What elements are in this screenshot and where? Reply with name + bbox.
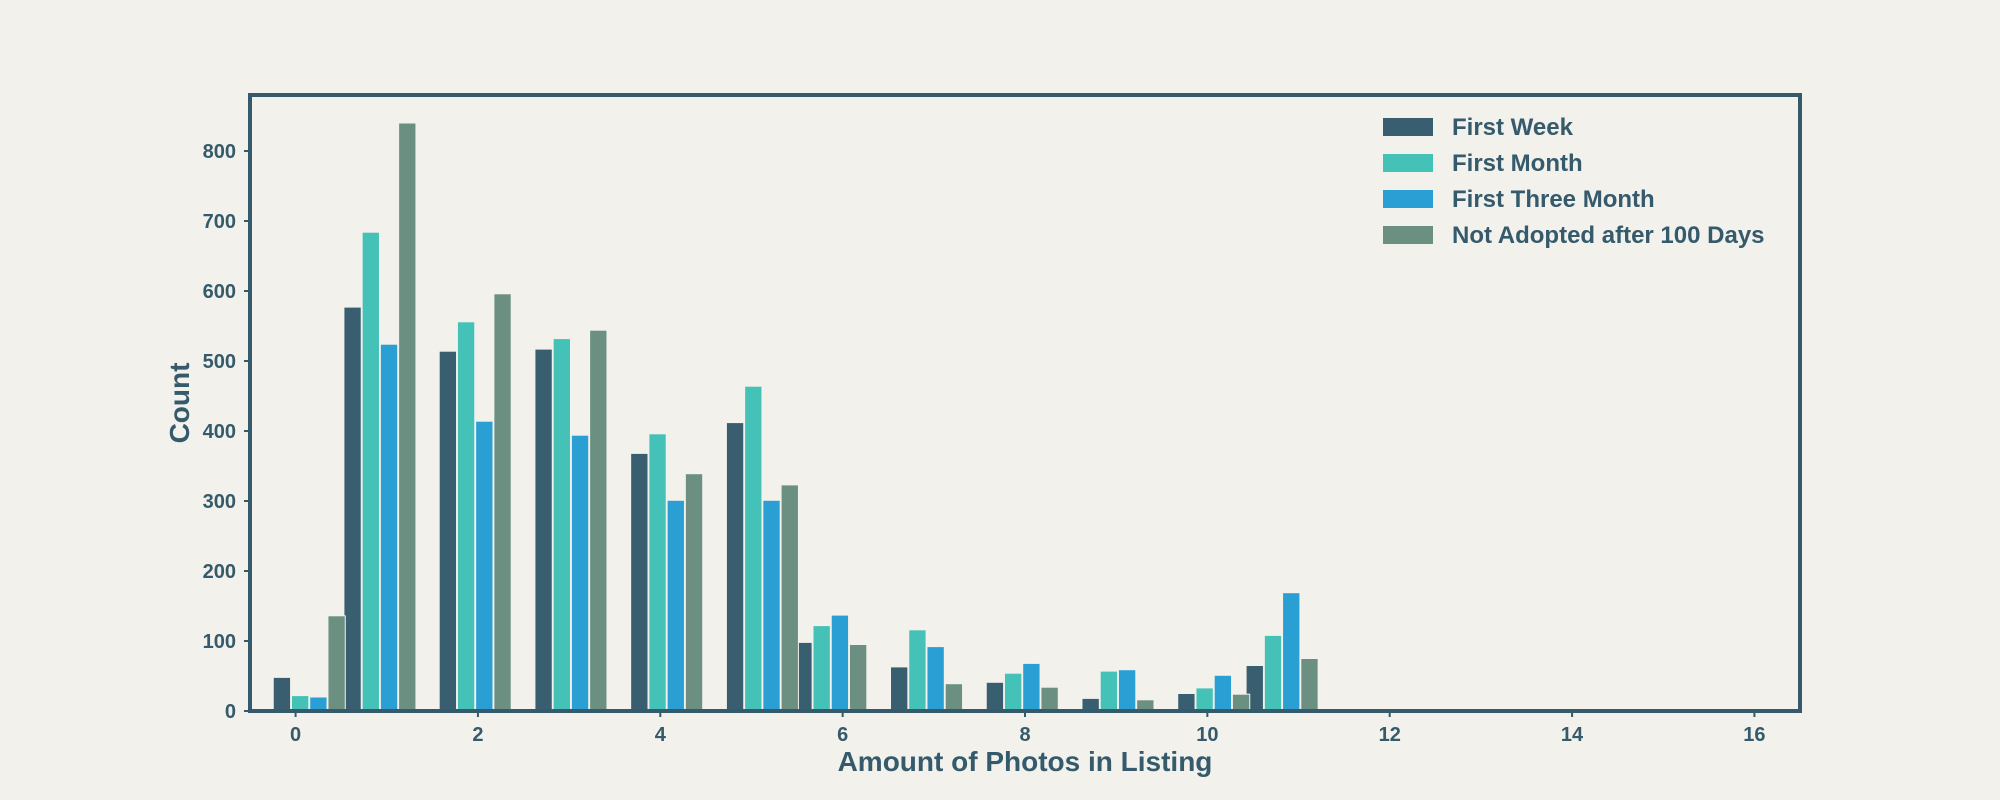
bar-s2-2 [475, 420, 494, 712]
bar-s2-9 [1117, 669, 1137, 712]
bar-s1-4 [648, 433, 667, 712]
legend-swatch [1383, 154, 1433, 172]
x-axis-label: Amount of Photos in Listing [838, 746, 1213, 777]
bar-s3-6 [848, 644, 868, 712]
bars-layer [272, 122, 1319, 712]
bar-s2-5 [762, 499, 781, 712]
bar-s2-10 [1213, 674, 1233, 712]
bar-s2-0 [309, 696, 328, 712]
y-tick-label: 200 [203, 561, 236, 583]
bar-s3-10 [1231, 693, 1251, 712]
x-tick-label: 10 [1196, 724, 1218, 746]
bar-s0-1 [343, 306, 362, 712]
bar-s1-8 [1003, 672, 1023, 712]
bar-s2-6 [830, 614, 850, 712]
bar-s2-11 [1282, 592, 1301, 712]
bar-s1-10 [1195, 687, 1214, 712]
legend-swatch [1383, 226, 1433, 244]
bar-s1-0 [290, 695, 310, 712]
bar-s1-6 [812, 625, 831, 712]
y-tick-label: 100 [203, 631, 236, 653]
x-tick-label: 14 [1561, 724, 1584, 746]
bar-s3-8 [1040, 686, 1059, 712]
y-tick-label: 0 [225, 701, 236, 723]
legend-swatch [1383, 190, 1433, 208]
bar-s3-3 [589, 329, 608, 712]
bar-s1-7 [908, 629, 927, 712]
y-axis-label: Count [164, 363, 195, 444]
bar-s1-3 [552, 338, 571, 712]
bar-s3-7 [944, 683, 964, 712]
bar-s1-9 [1099, 670, 1119, 712]
bar-s3-1 [398, 122, 417, 712]
bar-s3-0 [327, 615, 346, 712]
bar-s3-2 [493, 293, 512, 712]
legend-swatch [1383, 118, 1433, 136]
y-tick-label: 300 [203, 491, 236, 513]
y-tick-label: 400 [203, 421, 236, 443]
bar-s0-0 [272, 676, 292, 712]
bar-s3-5 [780, 484, 799, 712]
bar-s1-2 [456, 321, 476, 712]
legend-label: First Week [1452, 114, 1574, 141]
x-tick-label: 0 [290, 724, 301, 746]
bar-s0-2 [438, 350, 458, 712]
bar-s0-8 [985, 681, 1005, 712]
bar-s0-7 [890, 666, 909, 712]
legend-label: First Three Month [1452, 186, 1655, 213]
x-tick-label: 8 [1019, 724, 1030, 746]
bar-s1-11 [1263, 634, 1283, 712]
bar-s2-7 [926, 646, 945, 712]
x-axis: 0 2 4 6 8 10 12 14 16 [290, 711, 1766, 746]
bar-s2-3 [570, 434, 590, 712]
bar-s0-10 [1177, 693, 1196, 712]
x-tick-label: 2 [472, 724, 483, 746]
bar-s0-5 [725, 422, 745, 712]
x-tick-label: 4 [655, 724, 667, 746]
bar-s1-5 [744, 385, 763, 712]
bar-s2-8 [1022, 662, 1041, 712]
bar-s3-11 [1300, 658, 1319, 712]
legend: First Week First Month First Three Month No… [1383, 114, 1765, 249]
legend-label: Not Adopted after 100 Days [1452, 222, 1765, 249]
y-tick-label: 800 [203, 141, 236, 163]
bar-s3-4 [684, 473, 704, 712]
y-axis: 0 100 200 300 400 500 600 700 800 [203, 141, 250, 723]
x-tick-label: 12 [1379, 724, 1401, 746]
bar-s0-3 [534, 348, 553, 712]
x-tick-label: 16 [1743, 724, 1765, 746]
bar-s2-1 [379, 343, 399, 712]
bar-s2-4 [666, 499, 685, 712]
y-tick-label: 500 [203, 351, 236, 373]
y-tick-label: 700 [203, 211, 236, 233]
x-tick-label: 6 [837, 724, 848, 746]
legend-label: First Month [1452, 150, 1583, 177]
bar-s1-1 [361, 231, 380, 712]
bar-s0-4 [630, 452, 649, 712]
y-tick-label: 600 [203, 281, 236, 303]
